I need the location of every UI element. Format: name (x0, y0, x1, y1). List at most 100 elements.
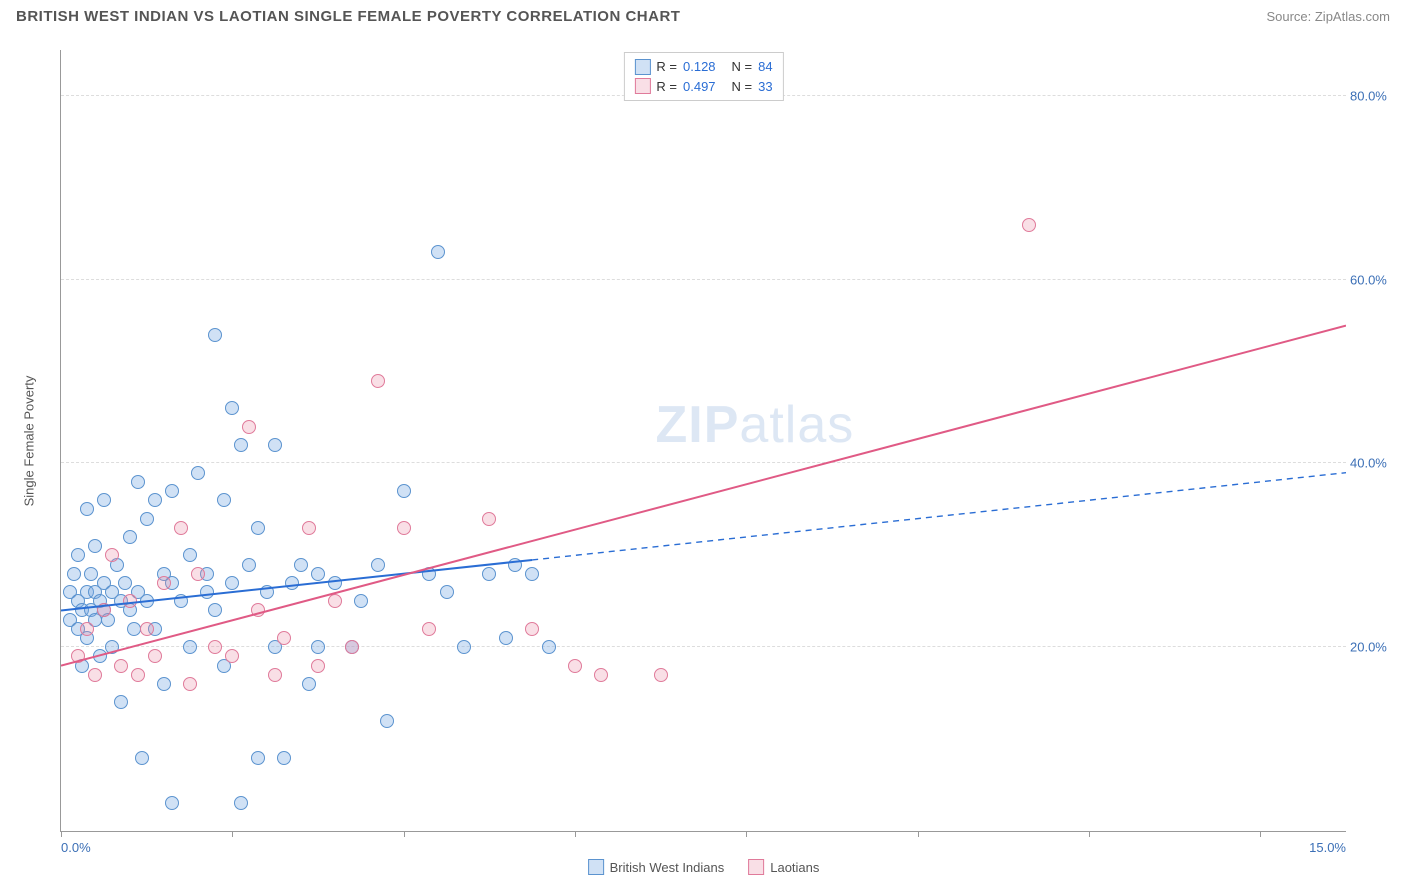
data-point-lao (131, 668, 145, 682)
data-point-bwi (148, 493, 162, 507)
swatch-bwi (588, 859, 604, 875)
data-point-bwi (234, 796, 248, 810)
data-point-bwi (371, 558, 385, 572)
legend-r-label: R = (656, 77, 677, 97)
data-point-bwi (508, 558, 522, 572)
legend-label-lao: Laotians (770, 860, 819, 875)
y-tick-label: 60.0% (1350, 272, 1396, 287)
legend-n-bwi: 84 (758, 57, 772, 77)
data-point-bwi (397, 484, 411, 498)
watermark: ZIPatlas (656, 395, 855, 455)
x-tick (61, 831, 62, 837)
data-point-lao (568, 659, 582, 673)
chart-container: R = 0.128 N = 84 R = 0.497 N = 33 ZIPatl… (16, 38, 1390, 880)
data-point-bwi (93, 649, 107, 663)
data-point-lao (191, 567, 205, 581)
data-point-bwi (268, 438, 282, 452)
data-point-bwi (217, 493, 231, 507)
data-point-bwi (123, 530, 137, 544)
data-point-bwi (225, 576, 239, 590)
data-point-bwi (165, 484, 179, 498)
data-point-bwi (328, 576, 342, 590)
data-point-lao (148, 649, 162, 663)
y-tick-label: 80.0% (1350, 88, 1396, 103)
data-point-lao (140, 622, 154, 636)
data-point-lao (183, 677, 197, 691)
legend-r-bwi: 0.128 (683, 57, 716, 77)
legend-n-lao: 33 (758, 77, 772, 97)
x-tick (918, 831, 919, 837)
data-point-bwi (183, 548, 197, 562)
plot-area: R = 0.128 N = 84 R = 0.497 N = 33 ZIPatl… (60, 50, 1346, 832)
swatch-lao (748, 859, 764, 875)
legend-n-label: N = (732, 77, 753, 97)
data-point-lao (328, 594, 342, 608)
legend-r-lao: 0.497 (683, 77, 716, 97)
data-point-lao (80, 622, 94, 636)
legend-correlation: R = 0.128 N = 84 R = 0.497 N = 33 (623, 52, 783, 101)
data-point-lao (345, 640, 359, 654)
data-point-bwi (422, 567, 436, 581)
y-tick-label: 20.0% (1350, 640, 1396, 655)
x-tick (746, 831, 747, 837)
data-point-bwi (440, 585, 454, 599)
legend-r-label: R = (656, 57, 677, 77)
data-point-bwi (67, 567, 81, 581)
data-point-bwi (380, 714, 394, 728)
data-point-lao (114, 659, 128, 673)
data-point-bwi (242, 558, 256, 572)
data-point-bwi (311, 640, 325, 654)
legend-series: British West Indians Laotians (588, 859, 820, 875)
data-point-lao (594, 668, 608, 682)
data-point-lao (422, 622, 436, 636)
gridline (61, 646, 1346, 647)
data-point-bwi (431, 245, 445, 259)
data-point-bwi (208, 603, 222, 617)
x-tick (1089, 831, 1090, 837)
data-point-bwi (97, 493, 111, 507)
data-point-bwi (114, 695, 128, 709)
data-point-lao (311, 659, 325, 673)
data-point-lao (88, 668, 102, 682)
data-point-lao (174, 521, 188, 535)
gridline (61, 462, 1346, 463)
data-point-lao (302, 521, 316, 535)
data-point-bwi (499, 631, 513, 645)
regression-line-dashed-bwi (532, 473, 1346, 560)
y-axis-title: Single Female Poverty (22, 375, 37, 506)
gridline (61, 279, 1346, 280)
data-point-bwi (251, 521, 265, 535)
data-point-bwi (294, 558, 308, 572)
source-label: Source: ZipAtlas.com (1266, 9, 1390, 24)
data-point-lao (482, 512, 496, 526)
x-tick-min: 0.0% (61, 840, 91, 855)
data-point-bwi (234, 438, 248, 452)
data-point-bwi (118, 576, 132, 590)
data-point-bwi (84, 567, 98, 581)
data-point-lao (268, 668, 282, 682)
data-point-bwi (105, 640, 119, 654)
data-point-lao (105, 548, 119, 562)
data-point-lao (277, 631, 291, 645)
legend-item-bwi: British West Indians (588, 859, 725, 875)
data-point-bwi (200, 585, 214, 599)
data-point-lao (251, 603, 265, 617)
data-point-bwi (311, 567, 325, 581)
data-point-lao (242, 420, 256, 434)
data-point-lao (654, 668, 668, 682)
x-tick (575, 831, 576, 837)
data-point-bwi (174, 594, 188, 608)
data-point-bwi (525, 567, 539, 581)
data-point-bwi (260, 585, 274, 599)
swatch-bwi (634, 59, 650, 75)
data-point-bwi (88, 539, 102, 553)
chart-title: BRITISH WEST INDIAN VS LAOTIAN SINGLE FE… (16, 8, 680, 25)
data-point-lao (157, 576, 171, 590)
data-point-bwi (225, 401, 239, 415)
data-point-bwi (157, 677, 171, 691)
data-point-bwi (482, 567, 496, 581)
data-point-bwi (140, 512, 154, 526)
data-point-lao (371, 374, 385, 388)
data-point-lao (1022, 218, 1036, 232)
legend-item-lao: Laotians (748, 859, 819, 875)
